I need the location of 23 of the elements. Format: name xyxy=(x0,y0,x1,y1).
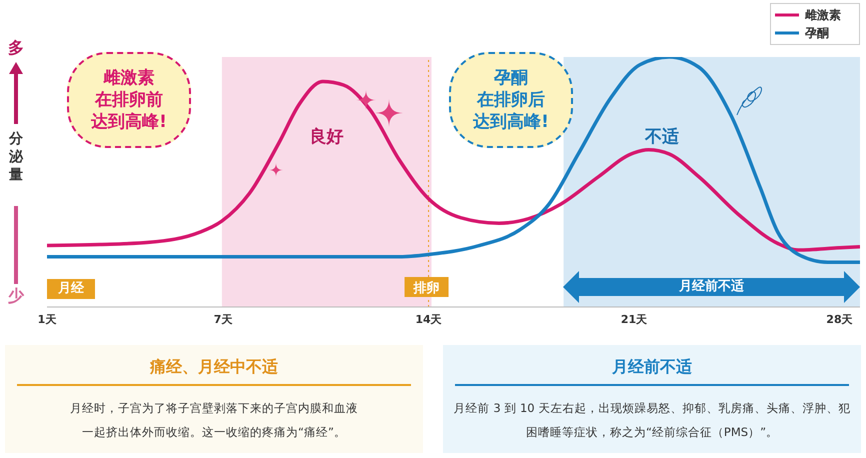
text: 月经时，子宫为了将子宫壁剥落下来的子宫内膜和血液一起挤出体外而收缩。这一收缩的疼痛为“痛经”。 xyxy=(69,400,359,441)
text: 月经前不适 xyxy=(455,357,849,386)
band-label: 不适 xyxy=(644,127,680,147)
annotation: 月经前不适 xyxy=(678,278,745,296)
annotation: 月经 xyxy=(47,279,95,299)
x-tick-label: 14天 xyxy=(415,312,443,326)
speech-bubble: 孕酮在排卵后达到高峰! xyxy=(449,52,573,148)
ref-line-label: 排卵 xyxy=(412,280,440,296)
text: 月经前 3 到 10 天左右起，出现烦躁易怒、抑郁、乳房痛、头痛、浮肿、犯困嗜睡等症状，称之为“经前综合征（PMS）”。 xyxy=(452,400,852,441)
annotation: 雌激素在排卵前达到高峰! xyxy=(91,67,167,133)
text: 痛经、月经中不适 xyxy=(17,357,411,386)
band-label: 良好 xyxy=(310,127,344,147)
annotation: 孕酮在排卵后达到高峰! xyxy=(473,67,549,133)
speech-bubble: 雌激素在排卵前达到高峰! xyxy=(67,52,191,148)
x-tick-label: 7天 xyxy=(214,312,234,326)
x-tick-label: 21天 xyxy=(620,312,648,326)
legend-label: 孕酮 xyxy=(805,25,829,42)
x-tick-label: 28天 xyxy=(826,312,854,326)
x-tick-label: 1天 xyxy=(38,312,58,326)
text: 多 xyxy=(7,38,25,59)
legend-label: 雌激素 xyxy=(805,7,841,24)
y-axis-title: 分泌量 xyxy=(8,130,24,184)
text: 少 xyxy=(7,286,26,307)
